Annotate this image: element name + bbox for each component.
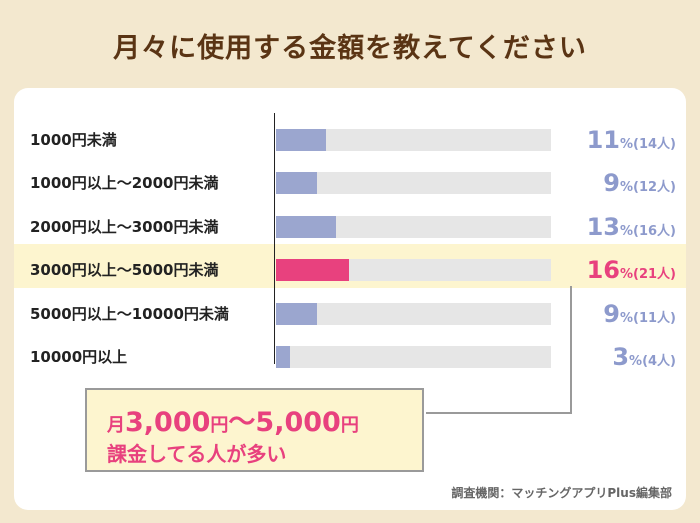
- bar-track: [276, 302, 551, 325]
- bar-track: [276, 129, 551, 151]
- bar: [276, 215, 336, 238]
- percent-value: 9: [603, 299, 620, 328]
- value-label: 9%(12人): [603, 162, 676, 204]
- bar-row: 3000円以上〜5000円未満 16%(21人): [0, 249, 700, 291]
- percent-unit: %: [619, 223, 634, 239]
- count-value: (21人): [633, 267, 676, 283]
- chart-title: 月々に使用する金額を教えてください: [113, 33, 587, 64]
- callout-prefix: 月: [107, 415, 125, 436]
- bar-track: [276, 215, 551, 238]
- category-label: 2000円以上〜3000円未満: [30, 217, 219, 236]
- y-axis-line: [274, 113, 275, 364]
- value-label: 3%(4人): [612, 336, 676, 378]
- value-label: 13%(16人): [587, 206, 676, 248]
- value-label: 11%(14人): [587, 119, 676, 161]
- percent-value: 16: [586, 256, 620, 285]
- callout-connector-horizontal: [426, 412, 572, 414]
- callout-tilde: 〜: [228, 407, 256, 438]
- category-label: 1000円以上〜2000円未満: [30, 174, 219, 193]
- bar: [276, 346, 290, 368]
- count-value: (11人): [633, 310, 676, 326]
- value-label: 16%(21人): [587, 249, 676, 291]
- count-value: (12人): [633, 180, 676, 196]
- percent-value: 3: [612, 343, 630, 371]
- bar-row: 10000円以上 3%(4人): [0, 336, 700, 378]
- callout-box: 月3,000円〜5,000円 課金してる人が多い: [85, 388, 424, 472]
- category-label: 3000円以上〜5000円未満: [30, 261, 219, 280]
- count-value: (14人): [633, 137, 676, 152]
- percent-value: 13: [586, 212, 620, 241]
- bar-row: 2000円以上〜3000円未満 13%(16人): [0, 206, 700, 248]
- bar-track: [276, 172, 551, 195]
- callout-line1: 月3,000円〜5,000円: [107, 400, 359, 439]
- bar-track: [276, 346, 551, 368]
- callout-from: 3,000: [125, 407, 211, 438]
- callout-connector-vertical: [570, 286, 572, 413]
- callout-to: 5,000: [255, 407, 341, 438]
- percent-unit: %: [619, 267, 634, 283]
- category-label: 5000円以上〜10000円未満: [30, 304, 229, 323]
- bar-row: 1000円以上〜2000円未満 9%(12人): [0, 162, 700, 204]
- percent-unit: %: [619, 180, 634, 196]
- category-label: 10000円以上: [30, 348, 128, 366]
- percent-unit: %: [619, 310, 634, 326]
- bar: [276, 172, 318, 195]
- bar-row: 5000円以上〜10000円未満 9%(11人): [0, 293, 700, 335]
- bar: [276, 259, 350, 282]
- percent-value: 11: [586, 126, 620, 154]
- count-value: (16人): [633, 223, 676, 239]
- bar: [276, 302, 318, 325]
- bar-track: [276, 259, 551, 282]
- percent-value: 9: [603, 169, 620, 198]
- source-note: 調査機関：マッチングアプリPlus編集部: [451, 486, 672, 500]
- callout-yen-2: 円: [340, 415, 359, 436]
- category-label: 1000円未満: [30, 131, 117, 149]
- count-value: (4人): [642, 354, 676, 369]
- callout-line2: 課金してる人が多い: [107, 442, 287, 466]
- bar: [276, 129, 327, 151]
- callout-yen-1: 円: [210, 415, 229, 436]
- percent-unit: %: [619, 137, 634, 152]
- bar-row: 1000円未満 11%(14人): [0, 119, 700, 161]
- value-label: 9%(11人): [603, 293, 676, 335]
- percent-unit: %: [629, 354, 643, 369]
